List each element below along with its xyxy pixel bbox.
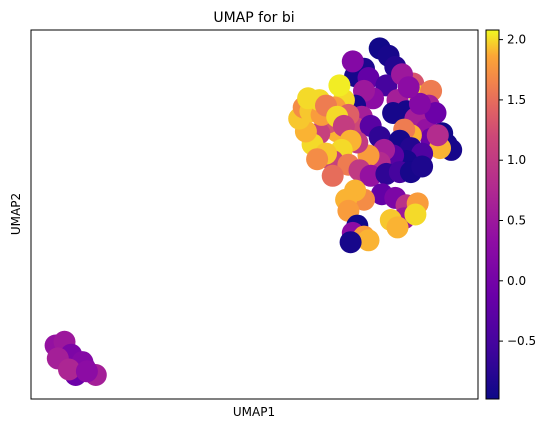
colorbar-ticks: −0.5 0.0 0.5 1.0 1.5 2.0: [499, 33, 536, 348]
scatter-point: [339, 231, 362, 254]
scatter-point: [357, 229, 380, 252]
colorbar-tick-label: 0.5: [507, 214, 526, 228]
scatter-point: [404, 203, 427, 226]
plot-frame: [30, 29, 479, 400]
colorbar-tick-label: 0.0: [507, 274, 526, 288]
colorbar-tick-label: 1.5: [507, 93, 526, 107]
scatter-point: [426, 124, 449, 147]
scatter-point: [408, 92, 431, 115]
scatter-point: [382, 102, 405, 124]
scatter-point: [386, 216, 409, 239]
scatter-point: [397, 76, 420, 99]
colorbar: [485, 29, 500, 400]
colorbar-tick-label: 1.0: [507, 153, 526, 167]
chart-title: UMAP for bi: [213, 10, 294, 26]
scatter-point: [411, 155, 434, 178]
scatter-point: [321, 164, 344, 187]
y-axis-label: UMAP2: [9, 193, 23, 235]
colorbar-tick-label: 2.0: [507, 33, 526, 47]
scatter-points: [44, 37, 463, 386]
scatter-point: [75, 360, 98, 383]
scatter-point: [341, 50, 364, 73]
colorbar-tick-label: −0.5: [507, 334, 536, 348]
scatter-point: [328, 74, 351, 97]
scatter-point: [58, 358, 80, 381]
x-axis-label: UMAP1: [233, 405, 275, 419]
scatter-point: [306, 148, 329, 171]
